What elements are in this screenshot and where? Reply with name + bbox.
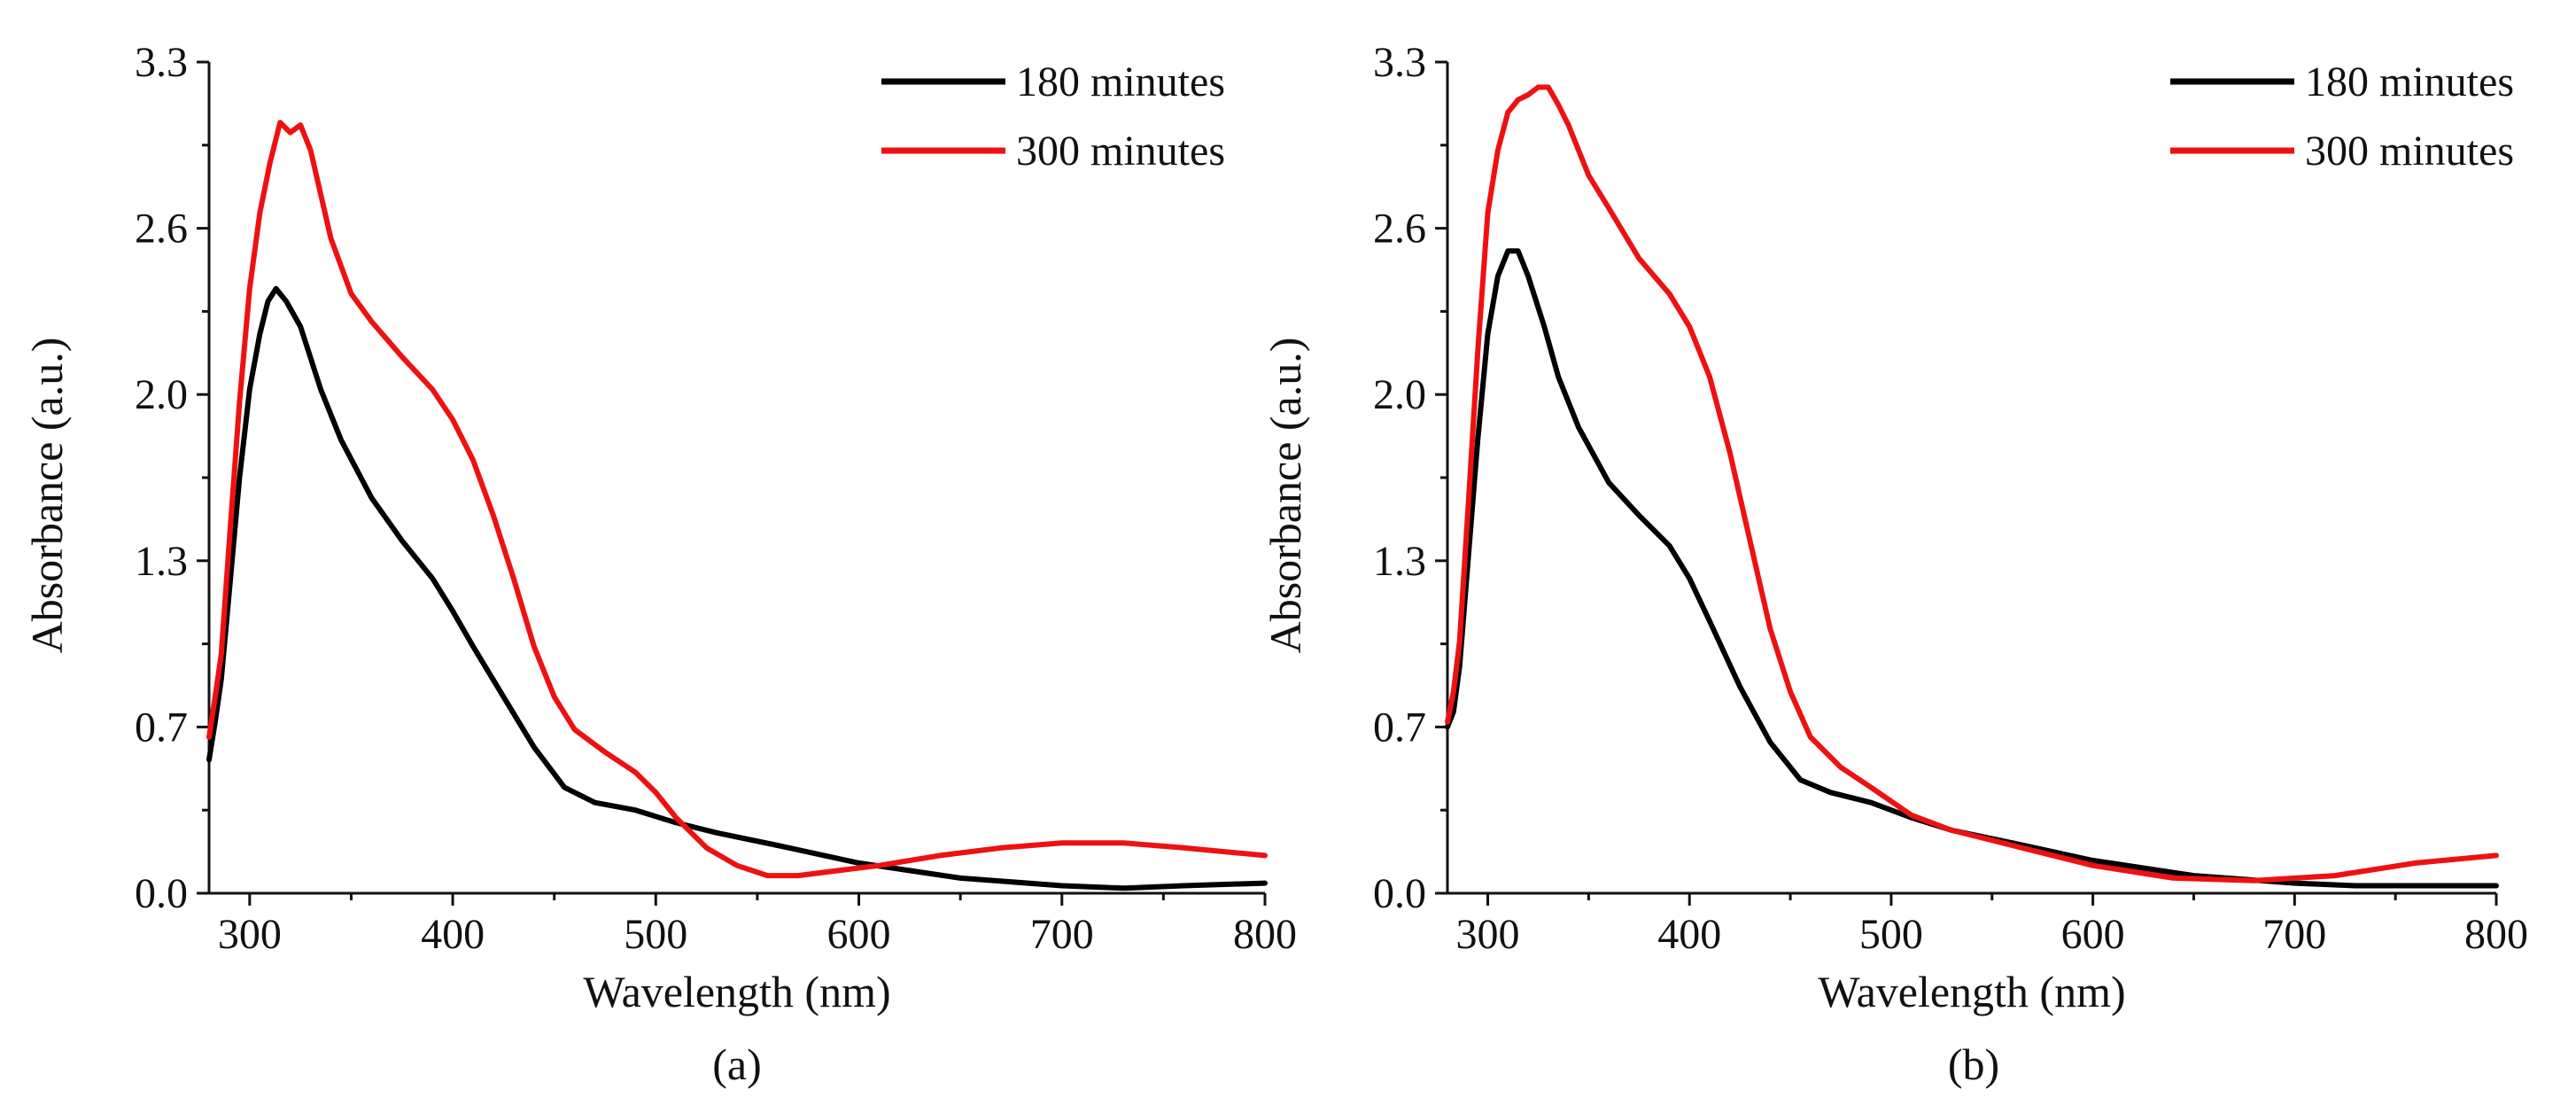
y-axis-title: Absorbance (a.u.) bbox=[22, 338, 72, 654]
y-tick-label: 3.3 bbox=[1373, 39, 1426, 86]
legend-label: 300 minutes bbox=[2305, 128, 2514, 175]
x-axis-title: Wavelength (nm) bbox=[583, 967, 890, 1016]
y-tick-label: 0.0 bbox=[1373, 870, 1426, 917]
y-tick-label: 2.6 bbox=[1373, 206, 1426, 253]
x-tick-label: 400 bbox=[421, 911, 485, 958]
x-tick-label: 400 bbox=[1657, 911, 1721, 958]
legend-label: 180 minutes bbox=[2305, 58, 2514, 105]
x-tick-label: 500 bbox=[624, 911, 687, 958]
chart-panel-b: 0.0 0.7 1.3 2.0 2.6 3.3 300 400 500 600 700 800 Wave… bbox=[1261, 39, 2528, 1016]
legend: 180 minutes 300 minutes bbox=[2170, 58, 2514, 175]
x-tick-label: 700 bbox=[2262, 911, 2326, 958]
y-tick-label: 0.7 bbox=[1373, 704, 1426, 751]
panel-label: (b) bbox=[1948, 1039, 1999, 1089]
y-tick-label: 3.3 bbox=[135, 39, 188, 86]
series-line-300-minutes bbox=[1445, 84, 2499, 883]
x-tick-label: 300 bbox=[218, 911, 282, 958]
x-tick-label: 800 bbox=[2464, 911, 2528, 958]
y-tick-label: 1.3 bbox=[1373, 538, 1426, 585]
series-line-300-minutes bbox=[206, 120, 1268, 879]
y-tick-label: 0.7 bbox=[135, 704, 188, 751]
y-tick-label: 0.0 bbox=[135, 870, 188, 917]
chart-panel-a: 0.0 0.7 1.3 2.0 2.6 3.3 300 400 500 600 700 800 Wave… bbox=[22, 39, 1297, 1016]
x-tick-label: 600 bbox=[827, 911, 891, 958]
y-axis-title: Absorbance (a.u.) bbox=[1261, 338, 1310, 654]
y-tick-label: 2.6 bbox=[135, 206, 188, 253]
x-tick-label: 700 bbox=[1030, 911, 1094, 958]
x-tick-label: 500 bbox=[1859, 911, 1923, 958]
x-axis-title: Wavelength (nm) bbox=[1818, 967, 2125, 1016]
x-tick-label: 800 bbox=[1233, 911, 1297, 958]
y-tick-label: 2.0 bbox=[135, 371, 188, 418]
legend: 180 minutes 300 minutes bbox=[881, 58, 1225, 175]
x-tick-label: 600 bbox=[2061, 911, 2125, 958]
y-tick-label: 1.3 bbox=[135, 538, 188, 585]
legend-label: 300 minutes bbox=[1016, 128, 1225, 175]
x-tick-label: 300 bbox=[1456, 911, 1520, 958]
panel-label: (a) bbox=[712, 1039, 762, 1089]
y-tick-label: 2.0 bbox=[1373, 371, 1426, 418]
legend-label: 180 minutes bbox=[1016, 58, 1225, 105]
series-line-180-minutes bbox=[1445, 248, 2499, 889]
series-line-180-minutes bbox=[206, 285, 1268, 891]
